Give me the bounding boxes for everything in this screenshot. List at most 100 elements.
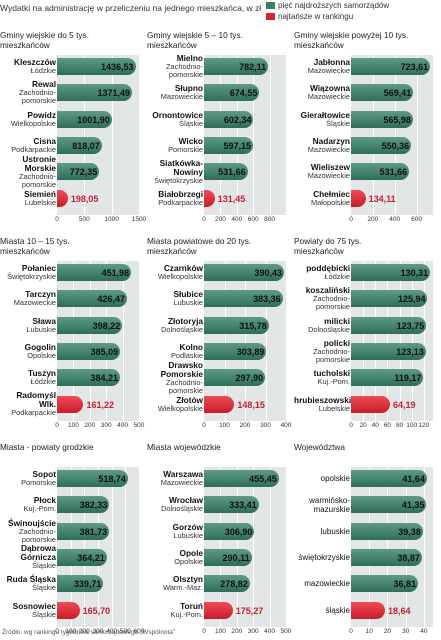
- panel-title: Gminy wiejskie do 5 tys. mieszkańców: [0, 30, 89, 50]
- category-label: Chełmiec Małopolskie: [294, 188, 350, 207]
- region-name: Wielkopolskie: [157, 272, 203, 281]
- x-tick-label: 10: [365, 628, 373, 635]
- unit-name: Sopot: [32, 469, 56, 479]
- region-name: Małopolskie: [310, 197, 350, 207]
- panel-title: Miasta wojewódzkie: [147, 442, 221, 452]
- grid-line: [111, 467, 113, 627]
- unit-name: Słubice: [173, 289, 203, 300]
- x-tick-label: 0: [202, 422, 206, 429]
- grid-line: [236, 467, 238, 627]
- unit-name: Chełmiec: [313, 188, 350, 199]
- bar-lowest: [351, 395, 390, 413]
- region-name: Dolnośląskie: [161, 324, 203, 334]
- region-name: Mazowieckie: [160, 92, 203, 102]
- grid-line: [423, 467, 425, 627]
- data-label: 333,41: [229, 500, 257, 511]
- data-label: 818,07: [72, 140, 100, 151]
- data-label: 565,98: [383, 114, 411, 125]
- data-label: 382,33: [79, 500, 108, 511]
- data-label: 64,19: [392, 399, 416, 410]
- x-tick-label: 100: [406, 422, 418, 429]
- category-label: tucholski Kuj.-Pom.: [294, 369, 350, 386]
- bar-top: [351, 290, 428, 308]
- data-label: 148,15: [237, 399, 265, 410]
- unit-name: Świnoujście: [8, 517, 56, 528]
- unit-name: Płock: [33, 495, 56, 506]
- x-tick-label: 300: [247, 628, 259, 635]
- data-label: 550,36: [381, 140, 410, 151]
- category-label: Gogolin Opolskie: [0, 342, 56, 360]
- grid-line: [139, 261, 140, 421]
- data-label: 1371,49: [97, 88, 130, 99]
- data-label: 18,64: [387, 605, 411, 616]
- region-name: Pomorskie: [21, 478, 56, 487]
- x-tick-label: 400: [106, 628, 118, 635]
- plot-area: 518,74 382,33 381,73 364,21 339,71 165,70: [57, 467, 140, 627]
- unit-name: Drawsko Pomorskie: [160, 359, 203, 379]
- category-label: Wiązowna Mazowieckie: [294, 84, 350, 101]
- category-label: lubuskie: [294, 527, 350, 536]
- unit-name: Warszawa: [163, 469, 203, 479]
- region-name: Lubuskie: [173, 530, 203, 540]
- region-name: Śląskie: [32, 609, 56, 619]
- unit-name: tucholski: [313, 368, 350, 379]
- data-label: 119,17: [394, 373, 422, 384]
- region-name: Lubelskie: [24, 197, 56, 207]
- panel-title: Gminy wiejskie powyżej 10 tys. mieszkańc…: [294, 30, 409, 50]
- region-name: Lubelskie: [318, 403, 350, 413]
- category-label: Ruda Śląska Śląskie: [0, 575, 56, 592]
- category-label: hrubieszowski Lubelskie: [294, 395, 351, 413]
- category-label: Czarnków Wielkopolskie: [147, 264, 203, 281]
- region-name: Opolskie: [27, 350, 56, 360]
- data-label: 297,90: [235, 373, 264, 384]
- x-tick-label: 0: [55, 216, 59, 223]
- bar-lowest: [57, 189, 68, 207]
- data-label: 175,27: [235, 605, 264, 616]
- category-label: Cisna Podkarpackie: [0, 135, 56, 154]
- bar-top: [351, 58, 431, 75]
- data-label: 315,78: [239, 320, 267, 331]
- unit-name: Wicko: [178, 135, 203, 146]
- chart-panel: Gminy wiejskie powyżej 10 tys. mieszkańc…: [294, 30, 441, 223]
- unit-name: Jabłonna: [313, 57, 350, 67]
- bar-top: [204, 290, 283, 308]
- category-label: Słubice Lubuskie: [147, 290, 203, 307]
- category-label: Płock Kuj.-Pom.: [0, 496, 56, 513]
- unit-name: Olsztyn: [173, 574, 203, 585]
- unit-name: Słupno: [174, 83, 203, 94]
- unit-name: Cisna: [33, 135, 56, 146]
- bar-lowest: [204, 189, 215, 207]
- x-tick-label: 500: [133, 422, 145, 429]
- unit-name: Siemień: [24, 188, 56, 199]
- region-name: Mazowieckie: [307, 92, 350, 102]
- bar-top: [351, 496, 427, 514]
- data-label: 531,66: [218, 167, 246, 178]
- bar-top: [57, 163, 100, 181]
- region-name: Zachodnio-pomorskie: [313, 294, 350, 312]
- grid-line: [399, 261, 401, 421]
- region-name: Dolnośląskie: [308, 324, 350, 334]
- data-label: 451,98: [101, 268, 130, 278]
- x-tick-label: 100: [65, 628, 77, 635]
- unit-name: Radomyśl Wlk.: [16, 390, 56, 409]
- data-label: 41,64: [402, 474, 425, 484]
- chart-panel: Powiaty do 75 tys. mieszkańców 0 20 40 60 80 1…: [294, 236, 441, 429]
- bar-top: [351, 369, 424, 387]
- x-tick-label: 300: [100, 422, 112, 429]
- grid-line: [122, 261, 124, 421]
- grid-line: [111, 55, 113, 215]
- bar-top: [57, 575, 104, 593]
- chart-caption: Wydatki na administrację w przeliczeniu …: [0, 3, 262, 13]
- x-tick-label: 500: [280, 628, 292, 635]
- plot-area: 41,64 41,35 39,38 38,87 36,81 18,64: [351, 467, 433, 627]
- grid-line: [269, 467, 271, 627]
- category-label: mazowieckie: [294, 579, 350, 588]
- bar-top: [204, 84, 260, 102]
- unit-name: Wieliszew: [310, 162, 350, 173]
- grid-line: [363, 261, 365, 421]
- region-name: Zachodnio-pomorskie: [19, 526, 56, 544]
- category-label: Drawsko Pomorskie Zachodnio-pomorskie: [147, 359, 203, 395]
- bar-top: [351, 110, 413, 128]
- category-label: Powidz Wielkopolskie: [0, 110, 56, 128]
- category-label: koszaliński Zachodnio-pomorskie: [294, 286, 350, 311]
